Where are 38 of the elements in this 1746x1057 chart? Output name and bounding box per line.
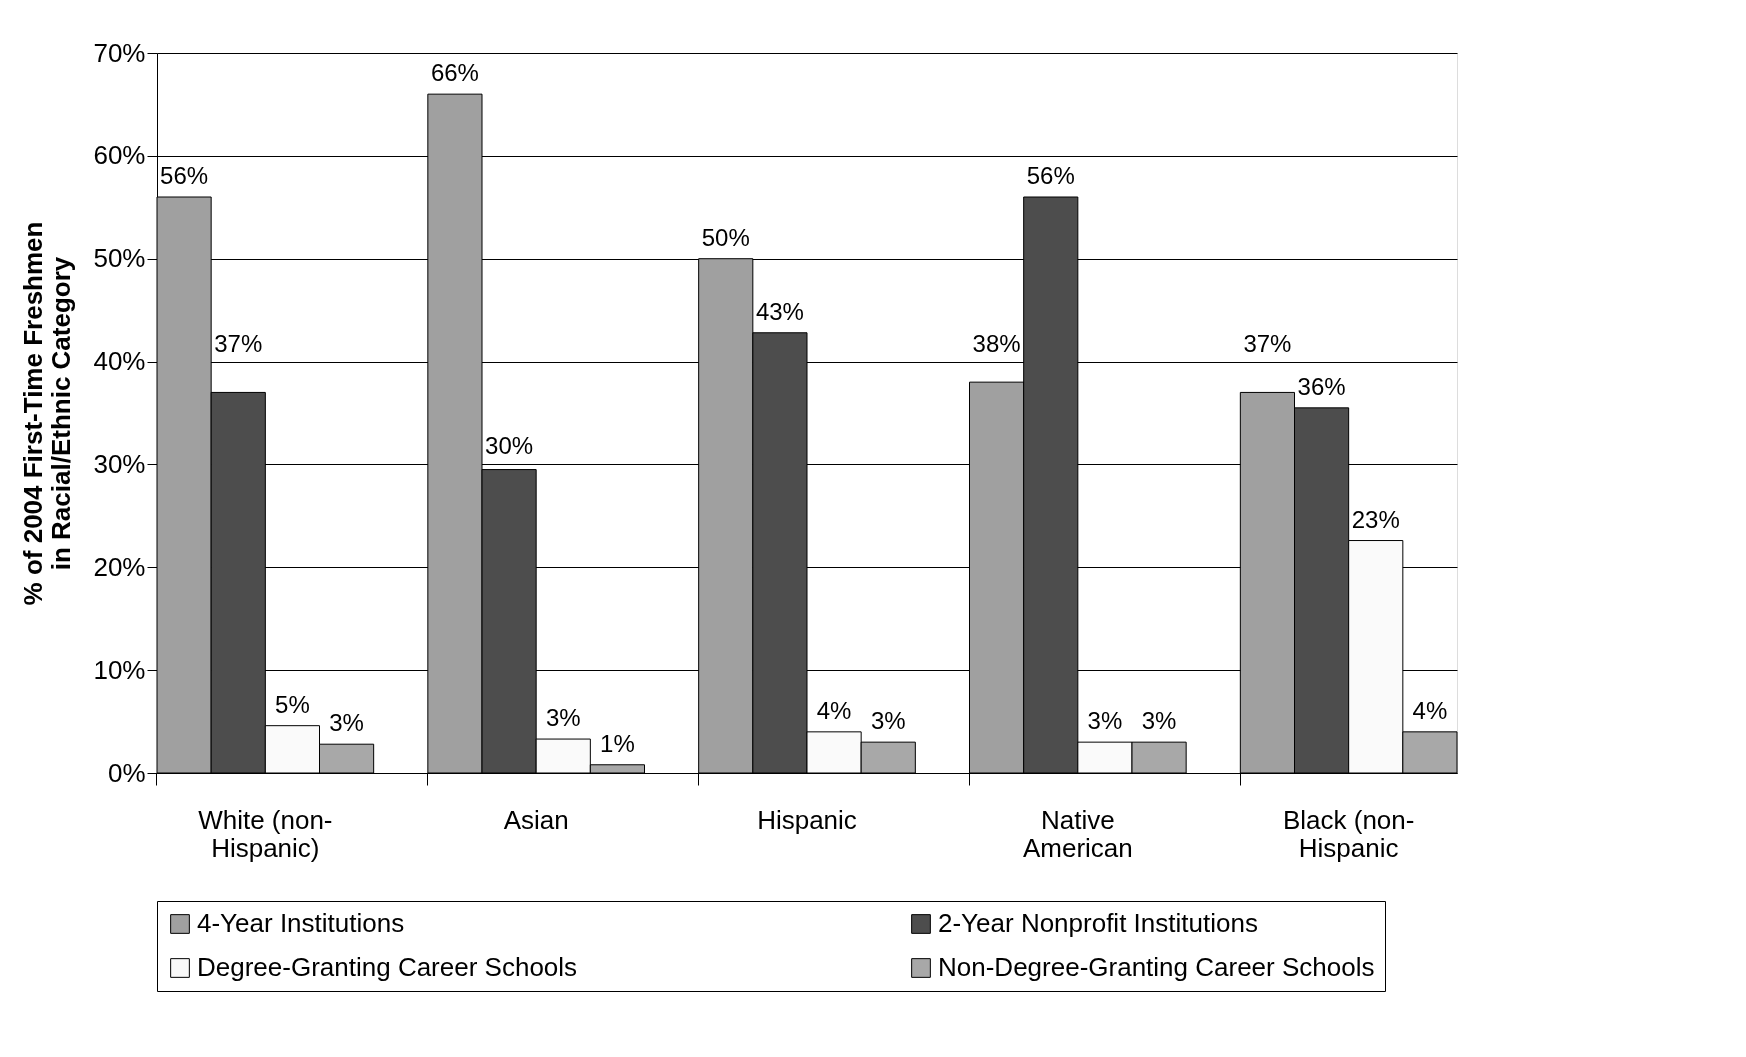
data-label: 56% — [160, 162, 209, 189]
y-tick-label: 20% — [93, 551, 146, 582]
data-label: 1% — [600, 729, 635, 757]
y-tick-label: 30% — [93, 448, 146, 479]
data-label: 4% — [1412, 696, 1448, 724]
y-tick-label: 60% — [93, 140, 146, 171]
data-label: 3% — [545, 704, 581, 732]
data-label: 37% — [214, 329, 263, 357]
data-label: 50% — [701, 223, 750, 251]
y-tick-label: 10% — [93, 654, 146, 685]
y-tick-label: 70% — [93, 37, 146, 68]
data-label: 56% — [1026, 162, 1075, 189]
data-label: 3% — [870, 707, 906, 735]
y-axis-title: % of 2004 First-Time Freshmen in Racial/Ethnic Category — [18, 221, 77, 606]
data-label: 37% — [1243, 329, 1292, 357]
data-label: 66% — [430, 59, 479, 87]
data-label: 3% — [1141, 707, 1177, 735]
data-label: 3% — [329, 709, 364, 737]
data-label: 30% — [485, 432, 534, 460]
data-label: 23% — [1351, 505, 1400, 533]
data-label: 36% — [1297, 372, 1346, 400]
x-tick-label: Native American — [1022, 804, 1133, 863]
x-tick-label: Hispanic — [757, 804, 857, 835]
legend-label: 2-Year Nonprofit Institutions — [938, 908, 1258, 938]
x-tick-label: White (non- Hispanic) — [198, 804, 333, 863]
data-label: 38% — [972, 329, 1021, 357]
data-label: 5% — [275, 690, 310, 718]
legend-label: Degree-Granting Career Schools — [197, 952, 578, 982]
data-label: 3% — [1087, 707, 1123, 735]
x-tick-label: Asian — [503, 804, 569, 835]
legend-label: 4-Year Institutions — [197, 908, 405, 938]
data-label: 43% — [755, 297, 804, 325]
data-label: 4% — [816, 696, 852, 724]
y-tick-label: 40% — [93, 346, 146, 377]
y-tick-label: 0% — [107, 757, 146, 788]
x-tick-label: Black (non- Hispanic — [1282, 804, 1415, 863]
y-tick-label: 50% — [93, 243, 146, 274]
legend-label: Non-Degree-Granting Career Schools — [938, 952, 1375, 982]
